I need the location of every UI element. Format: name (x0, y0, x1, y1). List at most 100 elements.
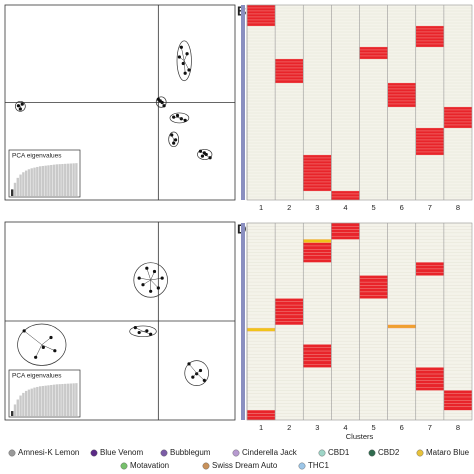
star-line (183, 60, 190, 71)
cluster-cell (303, 242, 332, 247)
cluster-cell (331, 232, 360, 237)
cluster-cell (303, 357, 332, 362)
point (141, 283, 145, 287)
cluster-cell (415, 133, 445, 138)
legend-swatch (318, 449, 326, 457)
eigen-bar (44, 165, 47, 196)
point (152, 269, 157, 274)
cluster-label: 7 (428, 203, 432, 212)
legend-swatch (90, 449, 98, 457)
cluster-cell (331, 226, 360, 230)
legend-swatch (232, 449, 240, 457)
point (208, 156, 212, 160)
cluster-cell (415, 383, 445, 388)
point (172, 115, 176, 119)
cluster-label: 7 (428, 423, 432, 432)
cluster-cell (359, 288, 388, 293)
point (34, 355, 38, 359)
cluster-cell (359, 278, 388, 283)
eigen-bar (64, 383, 67, 416)
eigen-bar (24, 390, 28, 416)
eigen-bar (11, 411, 14, 416)
cluster-cell (274, 64, 304, 69)
cluster-cell (359, 49, 388, 54)
cluster-cell (246, 7, 276, 12)
cluster-cell (443, 400, 473, 404)
cluster-cell (303, 239, 332, 243)
cluster-cell (415, 31, 445, 36)
cluster-cell (415, 380, 445, 385)
cluster-cell (415, 268, 445, 273)
cluster-cell (387, 94, 416, 99)
cluster-label: 8 (456, 203, 460, 212)
eigen-bar (58, 384, 61, 416)
point (179, 45, 183, 49)
point (20, 102, 24, 106)
legend-label: Bubblegum (170, 448, 211, 457)
star-line (196, 372, 205, 381)
eigen-bar (72, 163, 75, 196)
eigen-bar (11, 189, 14, 196)
cluster-cell (331, 235, 360, 240)
cluster-cell (387, 85, 416, 90)
star-line (139, 277, 151, 281)
cluster-cell (331, 229, 360, 233)
eigen-bar (66, 383, 70, 416)
eigen-bar (22, 392, 25, 416)
point (187, 362, 191, 366)
cluster-cell (359, 275, 388, 279)
point (149, 289, 153, 293)
heatmap-frame (246, 222, 473, 421)
cluster-cell (303, 354, 332, 358)
heatmap-frame (246, 4, 473, 201)
star-line (188, 363, 197, 374)
cluster-cell (303, 166, 332, 171)
cluster-cell (331, 190, 360, 195)
eigen-bar (36, 386, 39, 416)
star-line (150, 279, 159, 289)
star-line (35, 344, 43, 358)
cluster-cell (303, 258, 332, 263)
cluster-label: 5 (371, 203, 375, 212)
cluster-label: 6 (400, 423, 404, 432)
group-ellipse (184, 360, 209, 386)
cluster-cell (246, 327, 276, 332)
cluster-cell (246, 4, 276, 9)
cluster-cell (443, 118, 473, 123)
cluster-cell (274, 301, 304, 306)
legend-label: Mataro Blue (426, 448, 470, 457)
group-ellipse (17, 323, 67, 366)
cluster-label: 2 (287, 203, 291, 212)
cluster-cell (359, 52, 388, 57)
cluster-cell (415, 370, 445, 375)
eigen-bar (27, 169, 31, 196)
eigen-bar (36, 166, 39, 196)
cluster-label: 4 (343, 203, 347, 212)
point (160, 276, 164, 280)
eigen-bar (47, 385, 50, 416)
cluster-cell (359, 285, 388, 289)
cluster-cell (415, 43, 445, 48)
cluster-cell (303, 347, 332, 352)
cluster-cell (303, 255, 332, 260)
cluster-cell (387, 82, 416, 87)
point (145, 266, 149, 270)
x-axis-label: Clusters (346, 432, 374, 441)
cluster-cell (415, 265, 445, 270)
cluster-cell (415, 139, 445, 144)
point (149, 332, 153, 336)
point (202, 378, 206, 382)
point (172, 141, 176, 145)
legend-label: Amnesi-K Lemon (18, 448, 79, 457)
eigen-bar (52, 384, 56, 416)
cluster-cell (359, 46, 388, 51)
cluster-cell (303, 249, 332, 253)
cluster-cell (274, 70, 304, 75)
eigen-bar (52, 164, 56, 196)
legend-swatch (8, 449, 16, 457)
cluster-cell (274, 298, 304, 302)
point (22, 329, 26, 333)
cluster-cell (359, 295, 388, 299)
eigen-bar (41, 385, 45, 416)
cluster-cell (303, 169, 332, 174)
